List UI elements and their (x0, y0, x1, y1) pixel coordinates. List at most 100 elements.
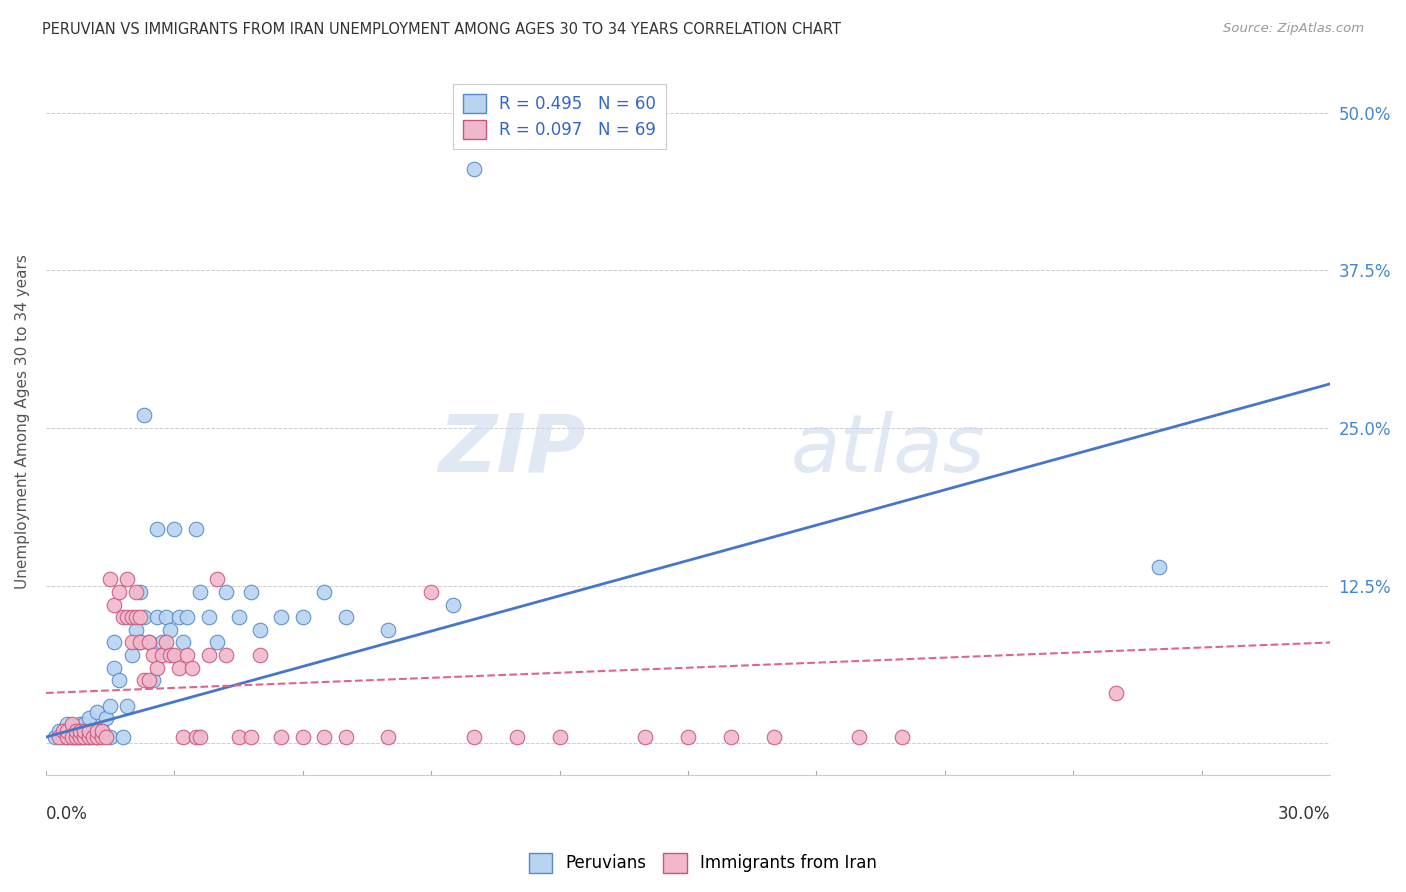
Text: Source: ZipAtlas.com: Source: ZipAtlas.com (1223, 22, 1364, 36)
Point (82, 730, 104, 744)
Point (228, 730, 250, 744)
Point (848, 730, 870, 744)
Point (377, 623, 399, 637)
Point (69, 730, 91, 744)
Point (103, 598, 125, 612)
Point (129, 635, 152, 649)
Point (228, 610, 250, 624)
Point (86, 705, 108, 719)
Point (138, 635, 160, 649)
Point (291, 610, 314, 624)
Point (60, 730, 83, 744)
Point (634, 730, 657, 744)
Point (125, 610, 148, 624)
Point (155, 635, 177, 649)
Point (69, 723, 91, 738)
Point (65, 730, 87, 744)
Point (69, 717, 91, 731)
Point (129, 635, 152, 649)
Point (176, 610, 198, 624)
Point (138, 635, 160, 649)
Point (73, 717, 96, 731)
Y-axis label: Unemployment Among Ages 30 to 34 years: Unemployment Among Ages 30 to 34 years (15, 254, 30, 589)
Point (86, 730, 108, 744)
Point (146, 661, 169, 675)
Point (125, 585, 148, 599)
Point (184, 522, 207, 536)
Point (205, 635, 228, 649)
Point (249, 648, 271, 662)
Point (240, 730, 263, 744)
Point (335, 730, 357, 744)
Point (172, 635, 194, 649)
Point (69, 730, 91, 744)
Point (73, 723, 96, 738)
Point (121, 648, 143, 662)
Point (138, 673, 160, 688)
Point (117, 573, 139, 587)
Point (463, 730, 485, 744)
Point (56, 730, 79, 744)
Point (73, 730, 96, 744)
Point (103, 635, 125, 649)
Point (176, 648, 198, 662)
Point (111, 610, 134, 624)
Point (1105, 686, 1128, 700)
Point (77, 730, 100, 744)
Point (60, 730, 83, 744)
Point (56, 730, 79, 744)
Point (184, 730, 207, 744)
Legend: R = 0.495   N = 60, R = 0.097   N = 69: R = 0.495 N = 60, R = 0.097 N = 69 (453, 84, 666, 149)
Point (117, 610, 139, 624)
Point (125, 623, 148, 637)
Point (377, 730, 399, 744)
Point (52, 730, 75, 744)
Point (82, 723, 104, 738)
Point (65, 723, 87, 738)
Point (98, 698, 121, 713)
Point (215, 585, 238, 599)
Point (270, 610, 292, 624)
Point (762, 730, 785, 744)
Text: PERUVIAN VS IMMIGRANTS FROM IRAN UNEMPLOYMENT AMONG AGES 30 TO 34 YEARS CORRELAT: PERUVIAN VS IMMIGRANTS FROM IRAN UNEMPLO… (42, 22, 841, 37)
Point (249, 623, 271, 637)
Point (548, 730, 571, 744)
Point (142, 673, 165, 688)
Point (77, 711, 100, 725)
Point (172, 730, 194, 744)
Point (65, 723, 87, 738)
Point (134, 409, 156, 423)
Point (441, 598, 464, 612)
Point (56, 723, 79, 738)
Point (73, 730, 96, 744)
Point (676, 730, 699, 744)
Point (215, 648, 238, 662)
Point (56, 717, 79, 731)
Point (60, 717, 83, 731)
Point (146, 610, 169, 624)
Legend: Peruvians, Immigrants from Iran: Peruvians, Immigrants from Iran (523, 847, 883, 880)
Point (52, 723, 75, 738)
Point (1147, 559, 1170, 574)
Point (314, 730, 336, 744)
Point (86, 730, 108, 744)
Point (240, 585, 263, 599)
Point (90, 723, 112, 738)
Point (134, 673, 156, 688)
Point (94, 711, 117, 725)
Point (44, 730, 66, 744)
Point (121, 635, 143, 649)
Point (335, 610, 357, 624)
Text: 0.0%: 0.0% (46, 805, 87, 823)
Point (121, 610, 143, 624)
Point (48, 730, 70, 744)
Point (129, 610, 152, 624)
Point (420, 585, 443, 599)
Point (150, 635, 173, 649)
Point (117, 698, 139, 713)
Point (205, 573, 228, 587)
Point (65, 730, 87, 744)
Point (155, 610, 177, 624)
Point (129, 585, 152, 599)
Point (159, 623, 181, 637)
